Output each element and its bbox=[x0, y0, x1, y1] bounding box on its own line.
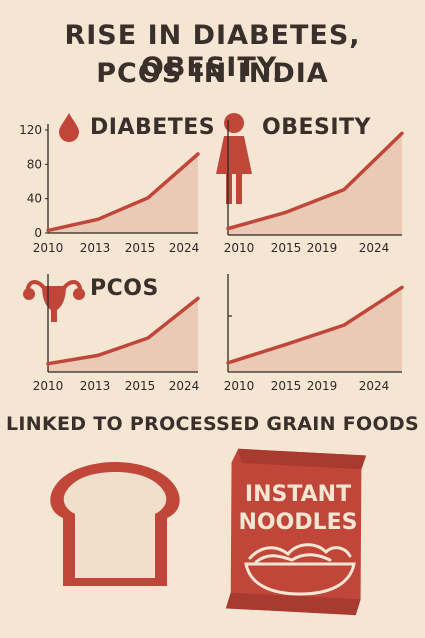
x-tick-label: 2013 bbox=[80, 379, 111, 393]
series-line bbox=[46, 152, 200, 233]
noodle-pack-icon: INSTANT NOODLES bbox=[225, 448, 367, 616]
title-line-2: PCOS IN INDIA bbox=[96, 58, 329, 89]
area-fill bbox=[48, 154, 198, 233]
series-line bbox=[226, 285, 404, 365]
bread-icon bbox=[50, 462, 180, 586]
drop-icon bbox=[59, 113, 79, 142]
title-line-1: RISE IN DIABETES, OBESITY, bbox=[64, 20, 361, 83]
x-tick-label: 2024 bbox=[169, 379, 200, 393]
y-tick-label: 80 bbox=[27, 157, 42, 171]
subtitle: LINKED TO PROCESSED GRAIN FOODS bbox=[6, 413, 419, 435]
x-tick-label: 2019 bbox=[307, 241, 338, 255]
x-tick-label: 2019 bbox=[307, 379, 338, 393]
x-tick-label: 2010 bbox=[33, 379, 64, 393]
y-tick-label: 120 bbox=[19, 123, 42, 137]
x-tick-label: 2024 bbox=[359, 379, 390, 393]
noodle-pack-text-1: INSTANT bbox=[245, 482, 351, 507]
panel-label-obesity: OBESITY bbox=[262, 115, 371, 140]
x-tick-label: 2015 bbox=[271, 241, 302, 255]
x-tick-label: 2010 bbox=[33, 241, 64, 255]
series-line bbox=[226, 131, 404, 231]
area-fill bbox=[48, 298, 198, 372]
panel-label-pcos: PCOS bbox=[90, 276, 159, 301]
x-tick-label: 2015 bbox=[125, 241, 156, 255]
panel-label-diabetes: DIABETES bbox=[90, 115, 216, 140]
area-fill bbox=[228, 133, 402, 235]
noodle-pack-text-2: NOODLES bbox=[239, 510, 358, 535]
y-tick-label: 40 bbox=[27, 192, 42, 206]
x-tick-label: 2024 bbox=[359, 241, 390, 255]
x-tick-label: 2010 bbox=[224, 241, 255, 255]
x-tick-label: 2010 bbox=[224, 379, 255, 393]
x-tick-label: 2015 bbox=[271, 379, 302, 393]
area-fill bbox=[228, 287, 402, 372]
series-line bbox=[46, 296, 200, 366]
y-tick-label: 0 bbox=[34, 226, 42, 240]
x-tick-label: 2015 bbox=[125, 379, 156, 393]
x-tick-label: 2024 bbox=[169, 241, 200, 255]
x-tick-label: 2013 bbox=[80, 241, 111, 255]
woman-icon bbox=[216, 113, 252, 204]
